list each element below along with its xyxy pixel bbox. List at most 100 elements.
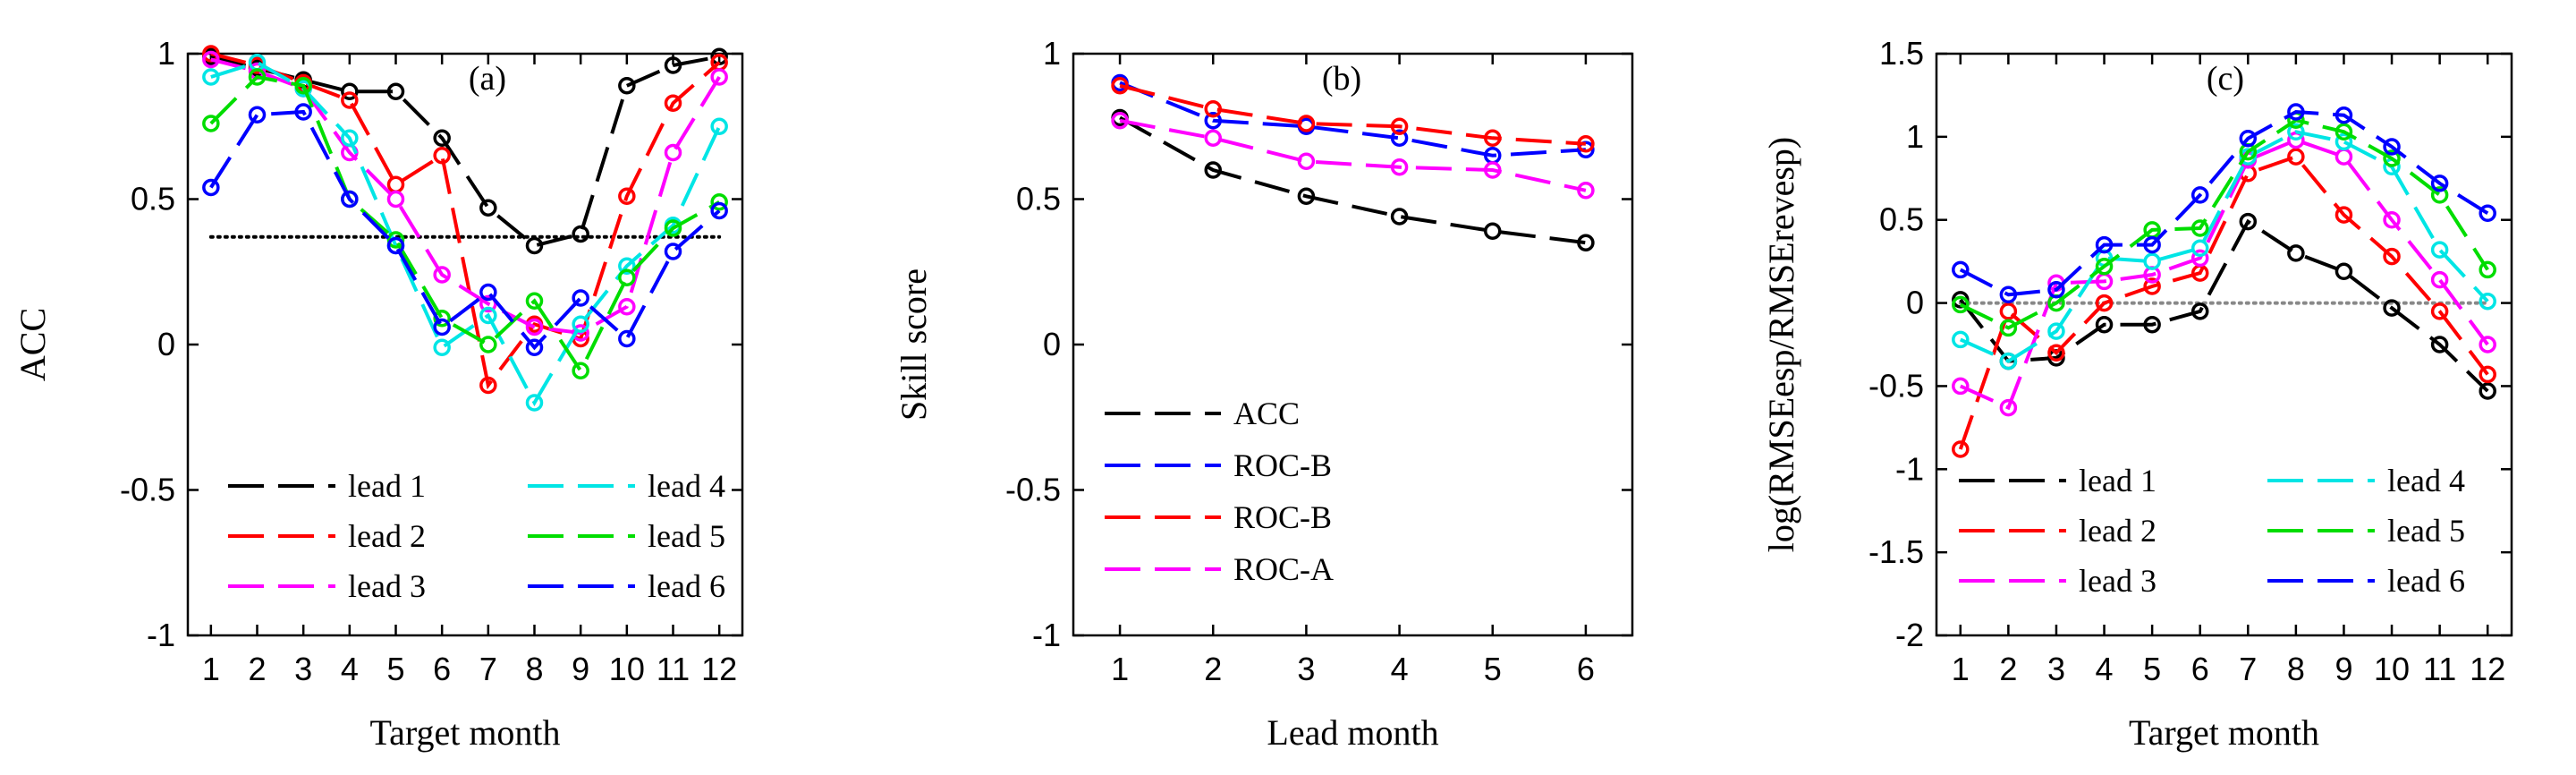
y-tick-label: -0.5 [1868, 367, 1924, 404]
y-tick-label: 0.5 [1016, 181, 1061, 217]
data-point [664, 56, 682, 74]
data-point [2190, 219, 2209, 237]
data-point [2143, 235, 2161, 254]
y-tick-label: -1 [1895, 450, 1924, 487]
data-point [1297, 152, 1316, 170]
data-point [386, 231, 405, 249]
y-tick-label: -1 [147, 617, 175, 653]
y-tick-label: 0.5 [131, 181, 175, 217]
data-point [248, 68, 267, 86]
data-point [2334, 123, 2353, 141]
y-tick-label: 0 [1906, 285, 1924, 321]
y-tick-label: 1 [1906, 118, 1924, 155]
x-tick-label: 7 [479, 651, 497, 687]
x-tick-label: 1 [202, 651, 220, 687]
y-tick-label: 1 [157, 35, 175, 72]
legend-label: lead 2 [2079, 513, 2157, 549]
legend-label: ACC [1233, 396, 1300, 431]
data-point [1204, 129, 1222, 147]
series-line-1 [1119, 115, 1587, 245]
data-point [2334, 132, 2353, 151]
data-point [1577, 182, 1595, 200]
data-point [479, 283, 497, 302]
legend-label: lead 6 [648, 568, 725, 604]
data-point [2334, 106, 2353, 124]
legend-label: lead 6 [2387, 563, 2465, 599]
data-point [2047, 280, 2065, 299]
data-point [2095, 294, 2114, 312]
data-point [2239, 129, 2258, 148]
data-point [2430, 336, 2449, 353]
data-point [2383, 149, 2401, 167]
x-tick-label: 2 [248, 651, 266, 687]
panel-label: (a) [469, 60, 506, 98]
y-tick-label: 0 [157, 326, 175, 362]
y-tick-label: 0.5 [1879, 201, 1924, 238]
series-line-3 [210, 57, 721, 336]
data-point [479, 199, 497, 217]
legend-label: ROC-B [1233, 499, 1332, 535]
data-point [2479, 204, 2496, 223]
panel-b: -1 -0.5 0 0.5 1 1 2 3 4 5 6 (b) Lead month Skill scor… [894, 35, 1634, 753]
data-point [294, 103, 312, 121]
x-tick-label: 2 [1999, 651, 2017, 687]
data-point [1111, 77, 1129, 95]
y-tick-label: -0.5 [120, 472, 175, 508]
series-line-5 [1959, 118, 2489, 330]
data-point [1390, 208, 1409, 226]
x-tick-label: 3 [1297, 651, 1315, 687]
legend-label: lead 5 [648, 518, 725, 554]
data-point [2287, 244, 2305, 262]
x-axis-label: Target month [369, 712, 560, 753]
data-point [433, 310, 451, 328]
data-point [1999, 302, 2018, 320]
x-tick-label: 11 [657, 651, 690, 687]
data-point [1111, 112, 1129, 130]
y-tick-label: -1 [1032, 617, 1061, 653]
data-point [618, 298, 636, 316]
data-point [1577, 135, 1595, 153]
series-line-2 [1119, 81, 1587, 158]
data-point [294, 77, 312, 95]
x-tick-label: 12 [701, 651, 737, 687]
x-tick-label: 4 [1391, 651, 1409, 687]
data-point [1484, 161, 1502, 179]
x-axis-label: Target month [2129, 712, 2319, 753]
data-point [202, 178, 220, 197]
data-point [341, 91, 359, 109]
y-tick-label: -2 [1895, 617, 1924, 653]
data-point [664, 94, 682, 112]
data-point [341, 82, 359, 100]
data-point [2190, 239, 2209, 258]
data-point [2287, 103, 2305, 121]
x-tick-label: 4 [2096, 651, 2114, 687]
data-point [2383, 210, 2401, 229]
data-point [1952, 377, 1970, 396]
data-point [1390, 129, 1409, 147]
legend-label: ROC-A [1233, 551, 1334, 587]
data-point [433, 129, 451, 147]
data-point [525, 236, 544, 255]
data-point [2479, 365, 2496, 384]
data-point [525, 338, 544, 356]
data-point [1999, 319, 2018, 337]
data-point [572, 315, 589, 333]
data-point [525, 318, 544, 336]
y-axis-label: ACC [13, 308, 53, 381]
data-point [2095, 315, 2114, 334]
data-point [2383, 138, 2401, 156]
x-tick-label: 8 [525, 651, 543, 687]
y-tick-label: 1.5 [1879, 35, 1924, 72]
data-point [386, 82, 405, 100]
data-point [1390, 117, 1409, 135]
data-point [386, 236, 405, 255]
data-point [433, 266, 451, 284]
data-point [2479, 382, 2496, 400]
x-tick-label: 9 [572, 651, 589, 687]
x-tick-label: 7 [2239, 651, 2257, 687]
x-tick-label: 11 [2423, 651, 2456, 687]
y-axis-label: log(RMSEesp/RMSErevesp) [1761, 137, 1801, 552]
data-point [2479, 336, 2496, 353]
x-tick-label: 6 [433, 651, 451, 687]
data-point [1999, 352, 2018, 370]
